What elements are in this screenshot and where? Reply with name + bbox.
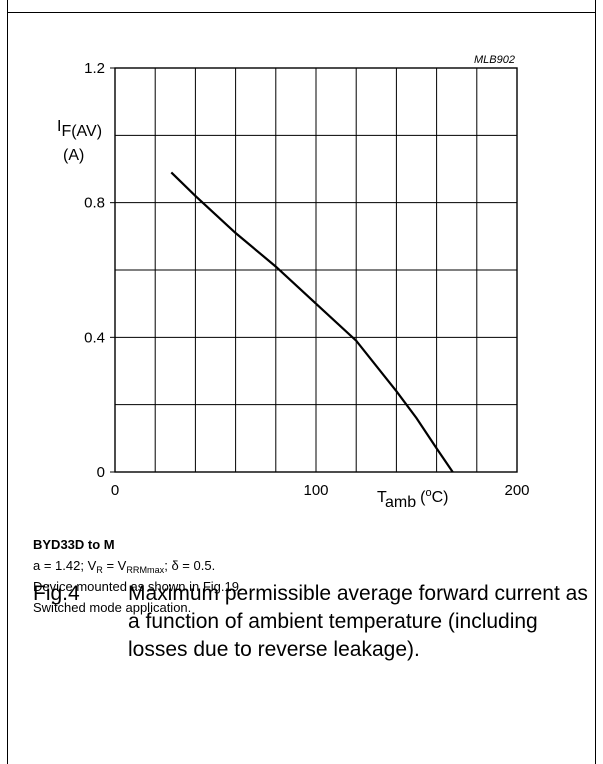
x-tick-labels: 0 100 200 bbox=[111, 482, 530, 499]
caption: BYD33D to M a = 1.42; VR = VRRMmax; δ = … bbox=[33, 534, 243, 618]
y-tick-label: 1.2 bbox=[84, 60, 105, 77]
figure-number: Fig.4 bbox=[33, 582, 80, 605]
y-tick-labels: 0 0.4 0.8 1.2 bbox=[84, 60, 115, 481]
caption-title: BYD33D to M bbox=[33, 537, 115, 552]
figure-text: Maximum permissible average forward curr… bbox=[128, 582, 588, 661]
plot-border bbox=[114, 67, 518, 473]
x-tick-label: 100 bbox=[303, 482, 328, 499]
figure-frame bbox=[7, 0, 596, 764]
caption-params: a = 1.42; VR = VRRMmax; δ = 0.5. bbox=[33, 558, 216, 575]
caption-mounting: Device mounted as shown in Fig.19. bbox=[33, 579, 243, 594]
y-axis-unit: (A) bbox=[63, 147, 84, 164]
chart-grid bbox=[115, 68, 517, 472]
y-tick-label: 0 bbox=[97, 464, 105, 481]
series-line bbox=[170, 171, 454, 473]
x-tick-label: 0 bbox=[111, 482, 119, 499]
x-axis-label: Tamb (oC) bbox=[377, 487, 448, 511]
x-tick-label: 200 bbox=[504, 482, 529, 499]
y-axis-label: IF(AV) bbox=[57, 118, 102, 140]
chart-code: MLB902 bbox=[474, 54, 515, 66]
y-tick-label: 0.4 bbox=[84, 329, 105, 346]
caption-application: Switched mode application. bbox=[33, 600, 192, 615]
y-tick-label: 0.8 bbox=[84, 195, 105, 212]
